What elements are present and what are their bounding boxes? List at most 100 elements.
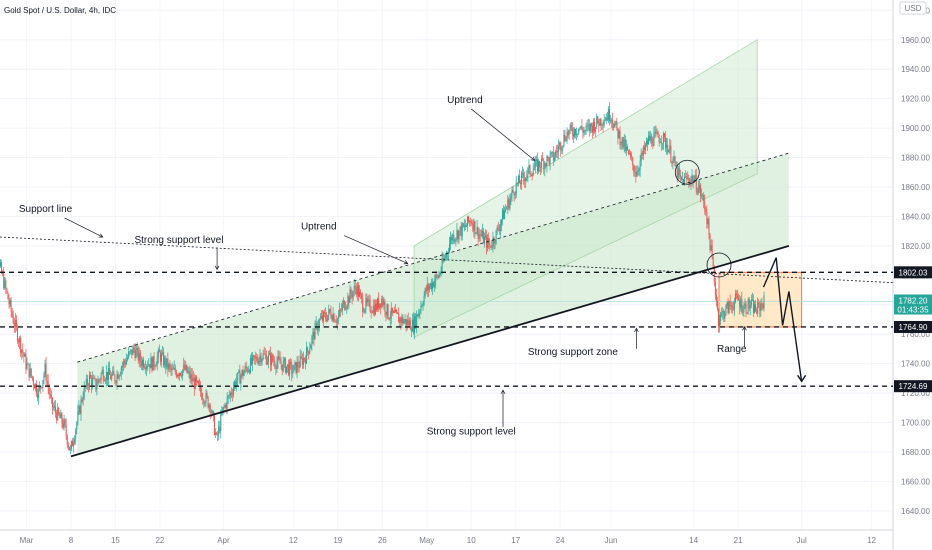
candle-body: [142, 359, 144, 368]
candle-body: [26, 363, 28, 369]
candle-body: [403, 321, 405, 324]
candle-body: [533, 167, 535, 171]
level-price-label: 1764.90: [899, 323, 928, 332]
candle-body: [719, 321, 721, 327]
candle-body: [368, 299, 370, 301]
candle-body: [697, 187, 699, 193]
candle-body: [65, 425, 67, 436]
projection-path: [762, 257, 803, 382]
candle-body: [649, 135, 651, 141]
candle-body: [760, 303, 762, 311]
candle-body: [311, 336, 313, 346]
candle-body: [174, 367, 176, 373]
candle-body: [736, 293, 738, 295]
candle-body: [265, 354, 267, 365]
candle-body: [243, 371, 245, 376]
candle-body: [458, 230, 460, 240]
candle-body: [313, 331, 315, 340]
candle-body: [702, 194, 704, 196]
currency-badge[interactable]: [899, 1, 927, 15]
candle-body: [513, 192, 515, 196]
candle-body: [377, 298, 379, 310]
candle-body: [199, 384, 201, 386]
candle-body: [55, 406, 57, 413]
candle-body: [576, 133, 578, 136]
candle-body: [393, 311, 395, 313]
candle-body: [745, 303, 747, 313]
candle-body: [763, 295, 765, 309]
candle-body: [160, 353, 162, 362]
candle-body: [320, 315, 322, 319]
candle-body: [149, 364, 151, 369]
candle-body: [130, 349, 132, 352]
candle-body: [259, 355, 261, 359]
overlay-layer: [0, 152, 894, 458]
candle-body: [725, 305, 727, 314]
candle-body: [119, 374, 121, 376]
candle-body: [575, 128, 577, 136]
candle-body: [278, 356, 280, 359]
last-price-label: 1782.20: [899, 297, 928, 306]
candle-body: [543, 160, 545, 170]
candle-body: [180, 373, 182, 376]
candle-body: [41, 387, 43, 389]
candle-body: [337, 315, 339, 320]
candle-body: [565, 140, 567, 142]
candle-body: [228, 395, 230, 397]
candle-body: [509, 199, 511, 209]
candle-body: [587, 124, 589, 126]
candle-body: [405, 318, 407, 326]
candle-body: [643, 146, 645, 151]
candle-body: [242, 370, 244, 376]
candle-body: [584, 130, 586, 132]
candle-body: [487, 237, 489, 248]
price-tick-label: 1880.00: [901, 154, 930, 163]
candle-body: [453, 234, 455, 242]
annotation-label: Support line: [19, 204, 73, 215]
candle-body: [442, 258, 444, 262]
candle-body: [191, 374, 193, 382]
candle-body: [387, 304, 389, 319]
date-tick-label: Jun: [605, 536, 618, 545]
candle-body: [583, 130, 585, 134]
candle-body: [635, 173, 637, 177]
candle-body: [667, 145, 669, 153]
candle-body: [277, 356, 279, 363]
countdown-label: 01:43:35: [897, 306, 929, 315]
candle-body: [345, 308, 347, 310]
candle-body: [310, 345, 312, 349]
candle-body: [317, 325, 319, 331]
candle-body: [566, 131, 568, 141]
breakdown-circle: [706, 252, 732, 278]
candle-body: [209, 404, 211, 413]
candle-body: [341, 309, 343, 311]
candle-body: [256, 357, 258, 361]
candle-body: [108, 368, 110, 380]
price-tick-label: 1920.00: [901, 95, 930, 104]
candle-body: [730, 305, 732, 307]
candle-body: [110, 374, 112, 380]
candle-body: [384, 301, 386, 312]
candle-body: [398, 313, 400, 323]
candle-body: [269, 353, 271, 355]
candle-body: [63, 419, 65, 428]
candle-body: [303, 358, 305, 360]
candle-body: [746, 312, 748, 314]
candle-body: [198, 381, 200, 385]
level-price-label: 1802.03: [899, 268, 928, 277]
candle-body: [289, 361, 291, 375]
candle-body: [570, 124, 572, 129]
candle-body: [383, 301, 385, 306]
candle-body: [319, 318, 321, 320]
candle-body: [561, 148, 563, 151]
candle-body: [726, 302, 728, 306]
candle-body: [594, 121, 596, 132]
candle-body: [585, 125, 587, 131]
candle-body: [756, 311, 758, 314]
candle-body: [95, 378, 97, 390]
candle-body: [507, 199, 509, 208]
candle-body: [732, 308, 734, 310]
candle-body: [446, 252, 448, 254]
candle-body: [321, 315, 323, 321]
